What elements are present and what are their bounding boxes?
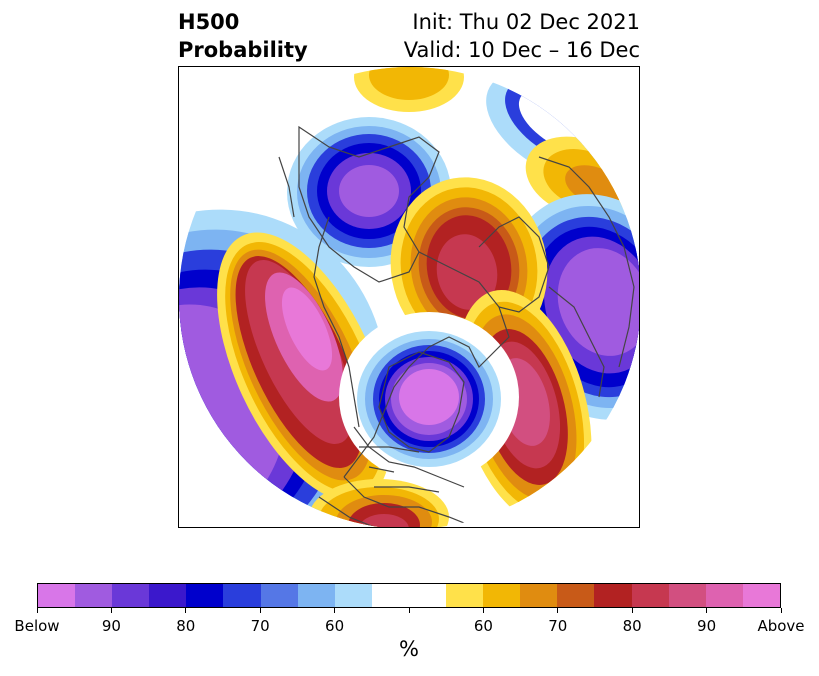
colorbar-tick-label: 70: [548, 617, 568, 635]
above-anomaly-north: [354, 67, 464, 112]
colorbar-segment: [668, 584, 706, 607]
above-anomaly-south: [309, 479, 449, 527]
coastlines: [278, 125, 635, 527]
colorbar-tick: [259, 608, 261, 613]
probability-map: [178, 66, 640, 528]
colorbar-segment: [149, 584, 187, 607]
colorbar-segment: [557, 584, 595, 607]
colorbar-segment: [520, 584, 558, 607]
chart-subtitle: Init: Thu 02 Dec 2021 Valid: 10 Dec – 16…: [404, 8, 640, 64]
chart-title: H500 Probability: [178, 8, 308, 64]
colorbar-tick-label: 80: [176, 617, 196, 635]
colorbar-tick-label: 90: [697, 617, 717, 635]
colorbar-tick: [706, 608, 708, 613]
init-time: Init: Thu 02 Dec 2021: [412, 10, 640, 34]
colorbar-segment: [297, 584, 335, 607]
colorbar-tick: [482, 608, 484, 613]
colorbar-tick-label: Below: [14, 617, 60, 635]
colorbar-segment: [446, 584, 484, 607]
colorbar-segment: [631, 584, 669, 607]
colorbar-segment: [334, 584, 372, 607]
colorbar-segment: [112, 584, 150, 607]
colorbar-tick-label: 60: [473, 617, 493, 635]
colorbar-tick: [557, 608, 559, 613]
colorbar-segment: [705, 584, 743, 607]
colorbar-tick-label: 60: [325, 617, 345, 635]
colorbar-tick-label: Above: [757, 617, 805, 635]
colorbar-tick: [631, 608, 633, 613]
colorbar-tick: [185, 608, 187, 613]
above-anomaly-west-ridge: [217, 232, 391, 502]
colorbar-segment: [408, 584, 447, 607]
colorbar-segment: [38, 584, 76, 607]
colorbar: [37, 583, 781, 608]
colorbar-tick: [408, 608, 410, 613]
colorbar-tick: [334, 608, 336, 613]
colorbar-segment: [223, 584, 261, 607]
colorbar-unit: %: [399, 637, 419, 661]
colorbar-segment: [75, 584, 113, 607]
colorbar-tick: [780, 608, 782, 613]
colorbar-tick-label: 70: [250, 617, 270, 635]
colorbar-tick-label: 90: [101, 617, 121, 635]
colorbar-segment: [742, 584, 780, 607]
title-product: Probability: [178, 38, 308, 62]
colorbar-segment: [483, 584, 521, 607]
colorbar-segment: [371, 584, 409, 607]
valid-period: Valid: 10 Dec – 16 Dec: [403, 38, 640, 62]
colorbar-segment: [260, 584, 298, 607]
colorbar-segment: [186, 584, 224, 607]
below-anomaly-northwest: [287, 117, 451, 267]
below-anomaly-center: [339, 312, 519, 482]
colorbar-segment: [594, 584, 632, 607]
colorbar-tick: [110, 608, 112, 613]
colorbar-tick: [36, 608, 38, 613]
colorbar-tick-label: 80: [622, 617, 642, 635]
title-variable: H500: [178, 10, 240, 34]
